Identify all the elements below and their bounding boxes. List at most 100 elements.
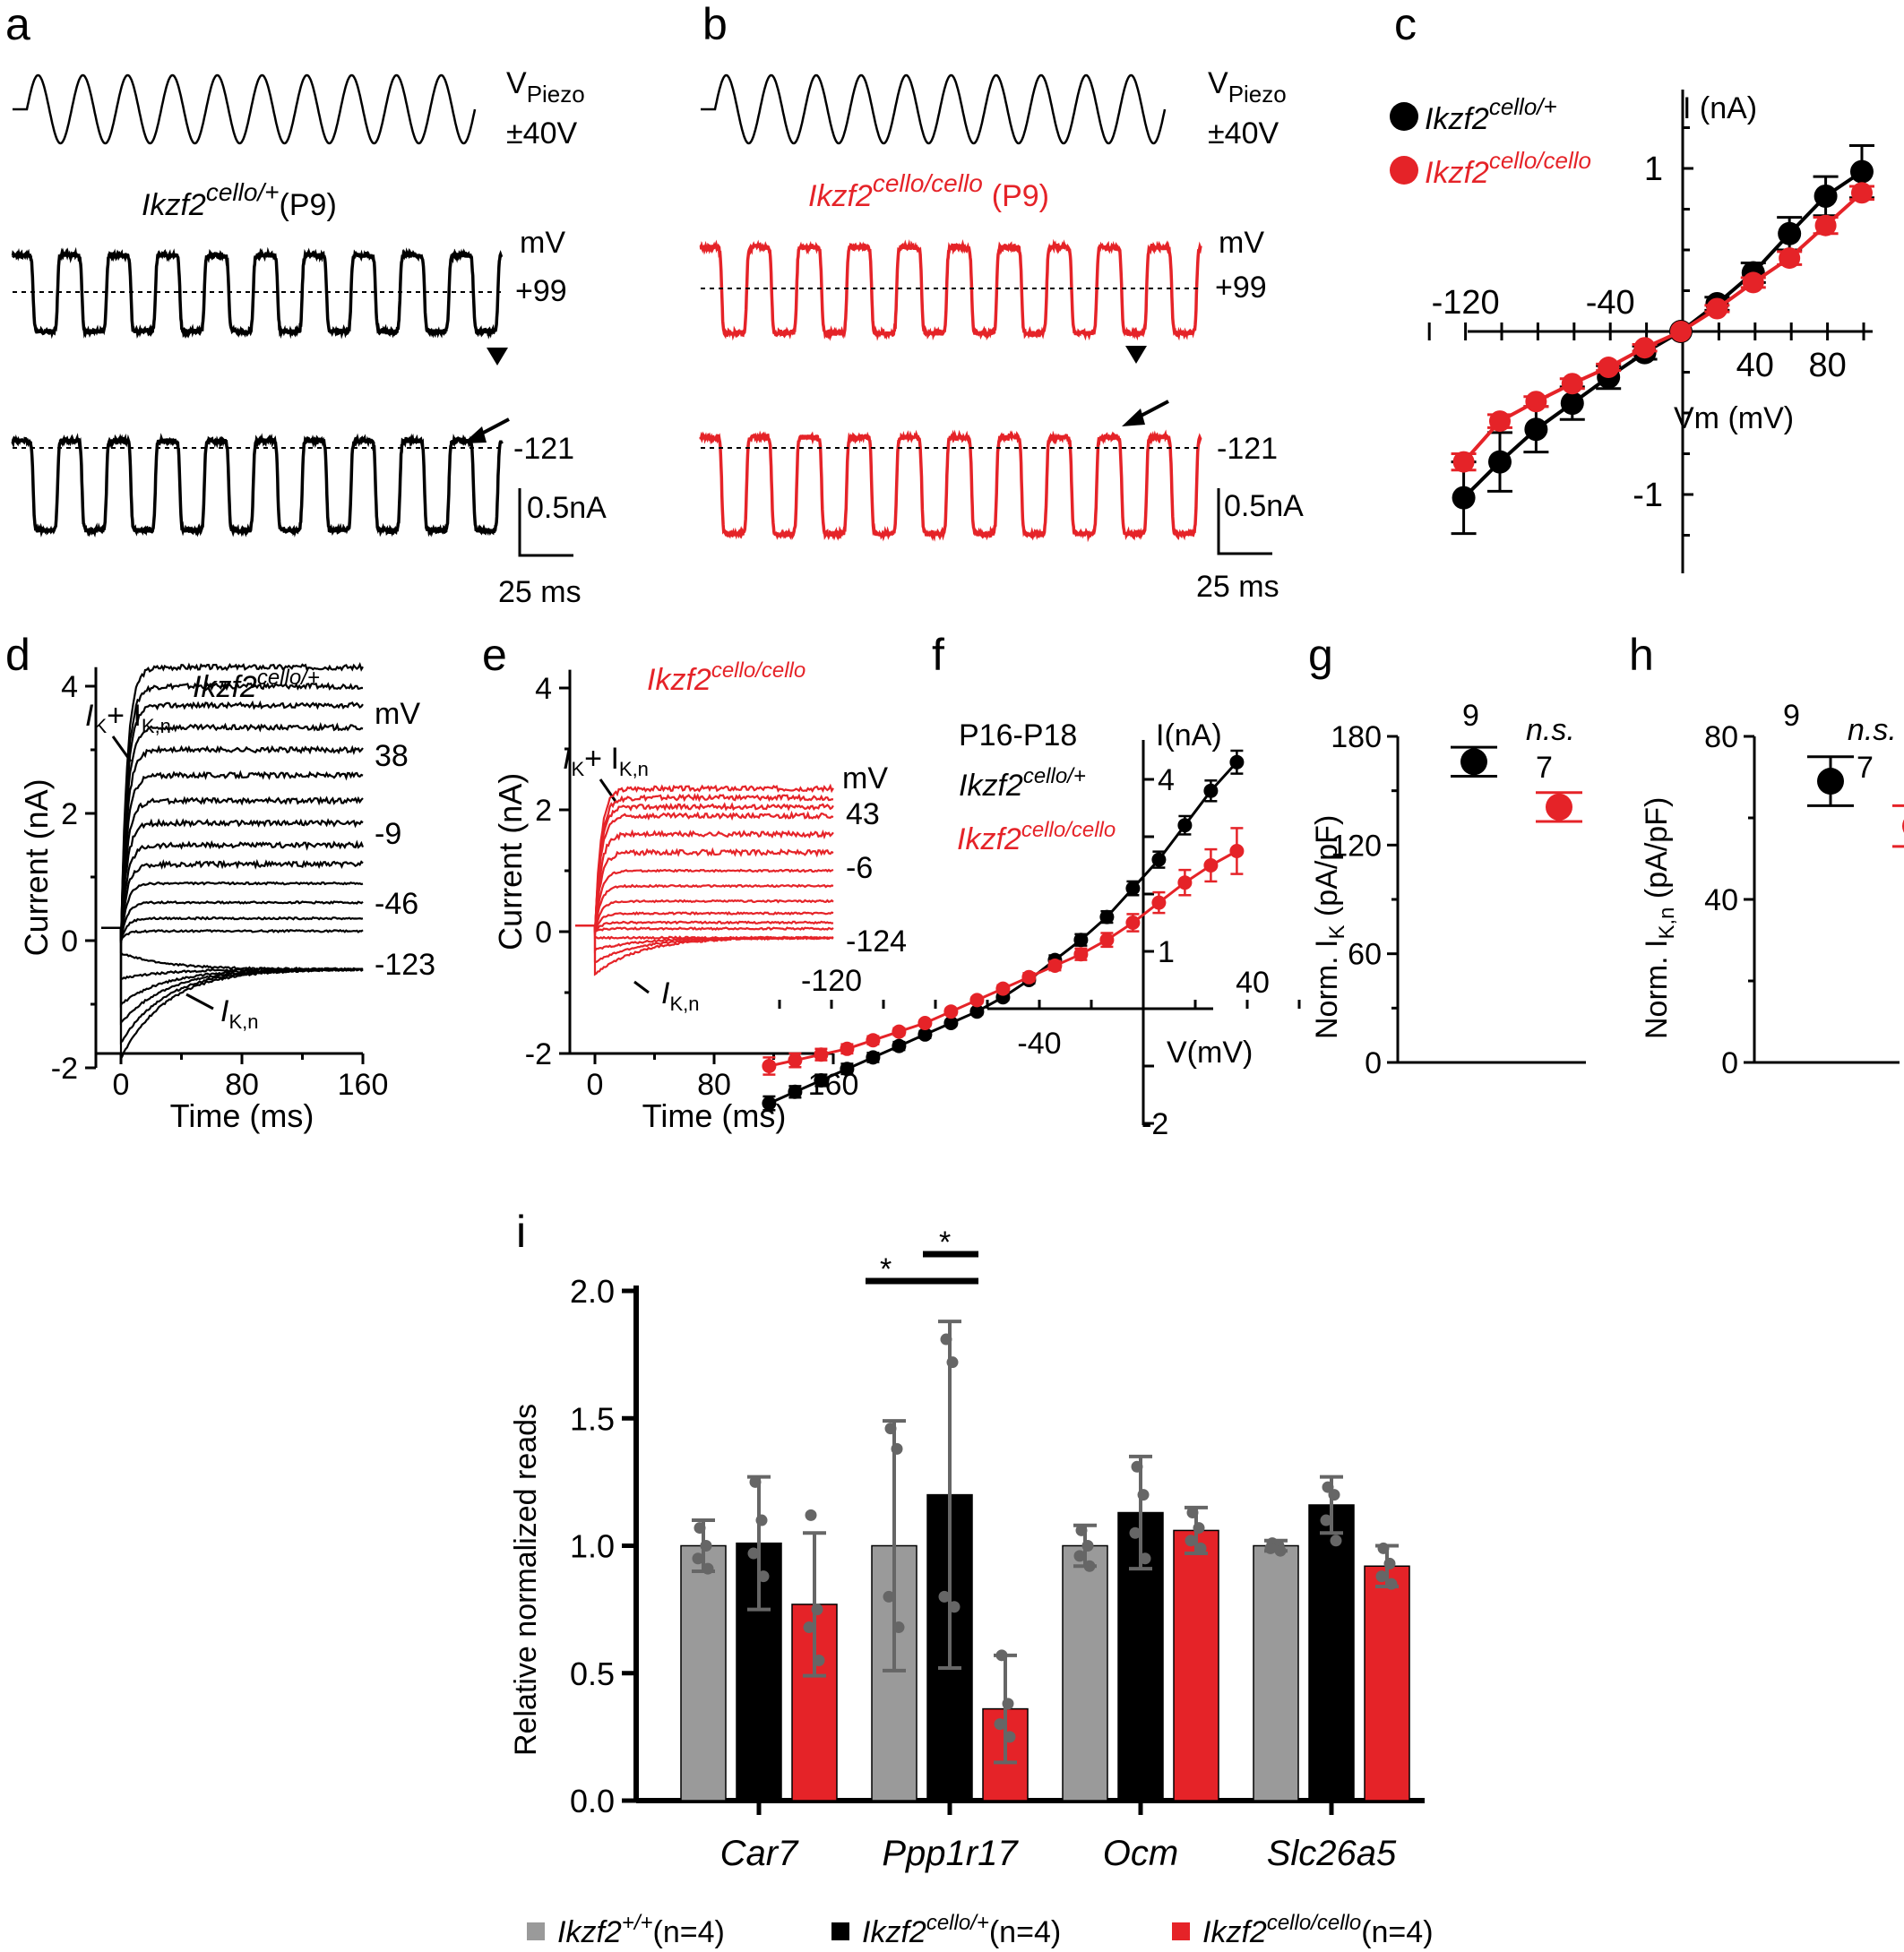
i-point: [1383, 1557, 1396, 1569]
legend-swatch-red: [1172, 1922, 1190, 1940]
i-x-tick-label: Car7: [720, 1834, 799, 1873]
d-trace: [101, 744, 364, 943]
f-point: [1047, 959, 1063, 973]
legend-label-2: Ikzf2cello/+(n=4): [862, 1911, 1061, 1949]
panel-a-holding-low: -121: [513, 432, 574, 466]
panel-c-xlabel: Vm (mV): [1674, 401, 1794, 435]
panel-d-mv-unit: mV: [375, 697, 420, 731]
i-point: [938, 1590, 951, 1603]
f-point: [1125, 916, 1141, 930]
g-point: [1460, 748, 1487, 776]
panel-e-mv-unit: mV: [842, 761, 888, 795]
c-point: [1849, 159, 1874, 184]
i-point: [747, 1547, 760, 1560]
f-point: [840, 1062, 855, 1077]
d-trace: [101, 839, 365, 940]
f-point: [969, 993, 985, 1008]
panel-d-tail-arrow: [185, 993, 214, 1010]
d-trace: [101, 881, 364, 942]
d-trace: [101, 926, 364, 942]
d-trace: [101, 858, 364, 942]
f-x-tick-label: -120: [801, 964, 862, 998]
panel-i-sig-1: *: [880, 1252, 892, 1286]
panel-g-axes: 0 60 120 180: [1331, 720, 1586, 1080]
i-point: [811, 1604, 823, 1616]
c-point: [1452, 486, 1476, 510]
f-point: [943, 1004, 959, 1019]
legend-swatch-grey: [527, 1922, 545, 1940]
i-point: [995, 1649, 1008, 1662]
panel-h-marks: [1807, 755, 1904, 848]
panel-c-legend-label-2: Ikzf2cello/cello: [1425, 147, 1591, 190]
f-point: [1151, 852, 1167, 867]
panel-a-scale-y: 0.5nA: [527, 491, 607, 525]
e-y-tick-label: 4: [535, 672, 552, 706]
d-ylabel: Current (nA): [18, 778, 55, 956]
i-point: [940, 1333, 952, 1346]
g-y-tick-label: 180: [1331, 720, 1382, 754]
panel-a-scale-x: 25 ms: [498, 575, 582, 609]
f-point: [866, 1033, 881, 1048]
f-point: [892, 1024, 907, 1039]
panel-b: b VPiezo ±40V Ikzf2cello/cello (P9) mV +9…: [699, 0, 1304, 604]
panel-b-holding-high: +99: [1215, 271, 1267, 305]
d-trace: [101, 662, 364, 942]
i-point: [1075, 1524, 1088, 1536]
panel-b-scale-bar: [1217, 488, 1272, 555]
panel-d-voltage-2: -46: [375, 887, 418, 921]
c-point: [1488, 410, 1511, 433]
e-x-tick-label: 80: [697, 1068, 731, 1102]
panel-f-age: P16-P18: [959, 718, 1077, 752]
panel-d-tail-label: IK,n: [220, 994, 258, 1033]
f-point: [814, 1047, 829, 1062]
f-point: [1099, 933, 1115, 948]
f-x-tick-label: -40: [1017, 1027, 1061, 1061]
f-point: [1073, 933, 1089, 948]
panel-f: f P16-P18 Ikzf2cello/+ Ikzf2cello/cello …: [762, 630, 1301, 1141]
c-series-line: [1462, 169, 1864, 500]
i-point: [948, 1601, 961, 1613]
panel-a-genotype: Ikzf2cello/+(P9): [142, 178, 337, 222]
e-trace: [575, 924, 834, 964]
panel-g-n-2: 7: [1536, 751, 1553, 785]
c-series-line: [1462, 191, 1864, 463]
panel-b-mv-unit: mV: [1219, 226, 1264, 260]
i-point: [702, 1562, 714, 1575]
c-point: [1452, 451, 1475, 473]
d-trace: [101, 926, 364, 972]
panel-e-letter: e: [482, 630, 507, 680]
e-trace: [575, 883, 834, 933]
f-point: [918, 1027, 933, 1042]
c-point: [1778, 221, 1802, 245]
i-point: [803, 1621, 815, 1634]
d-trace: [101, 926, 364, 1060]
e-trace: [575, 802, 834, 932]
panel-b-scale-y: 0.5nA: [1224, 489, 1304, 523]
c-point: [1669, 321, 1692, 342]
c-point: [1814, 214, 1837, 236]
i-point: [757, 1570, 770, 1583]
panel-i-ylabel: Relative normalized reads: [509, 1404, 543, 1756]
g-y-tick-label: 120: [1331, 829, 1382, 863]
f-y-tick-label: -2: [1142, 1107, 1168, 1141]
panel-c-legend-marker-1: [1390, 102, 1418, 131]
panel-h: h Norm. IK,n (pA/pF) 9 n.s. 7 0 40 80: [1629, 630, 1904, 1080]
i-x-tick-label: Ppp1r17: [882, 1834, 1019, 1873]
g-point: [1546, 793, 1572, 821]
c-point: [1706, 297, 1728, 320]
i-point: [1002, 1698, 1014, 1710]
panel-b-piezo-stimulus: [701, 73, 1167, 145]
i-point: [1328, 1489, 1340, 1501]
i-point: [884, 1423, 897, 1435]
f-point: [1099, 909, 1115, 924]
legend-label-3: Ikzf2cello/cello(n=4): [1202, 1911, 1434, 1949]
c-point: [1525, 391, 1547, 413]
d-trace: [101, 700, 364, 940]
panel-i-marks: [680, 1320, 1410, 1802]
e-y-tick-label: 0: [535, 916, 552, 950]
f-point: [762, 1096, 777, 1111]
panel-i-sig-2: *: [939, 1225, 951, 1260]
i-point: [694, 1522, 706, 1535]
c-x-tick-label: -120: [1432, 284, 1500, 322]
e-trace: [575, 911, 834, 933]
